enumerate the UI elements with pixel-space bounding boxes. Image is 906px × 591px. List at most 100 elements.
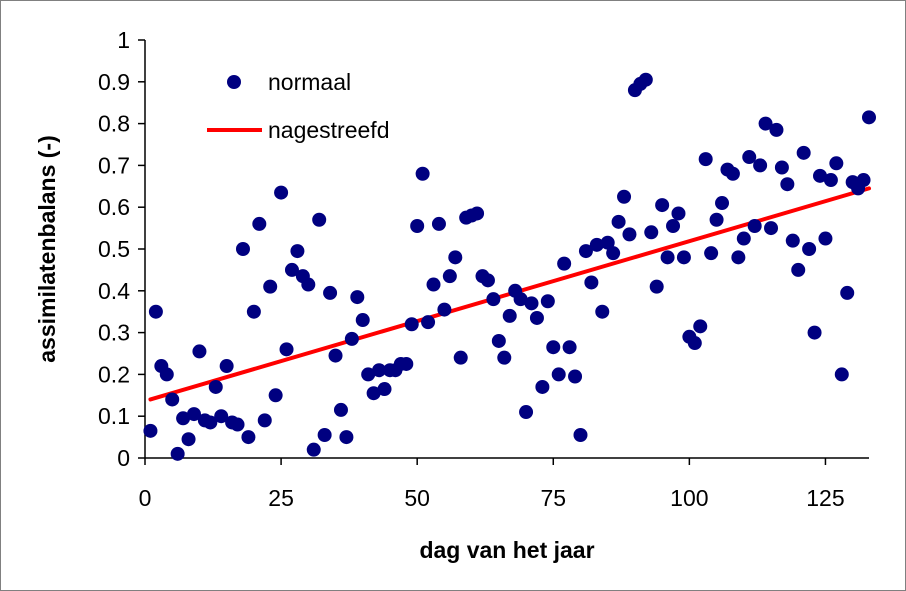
data-point: [834, 367, 849, 382]
data-point: [557, 256, 572, 271]
legend-label-nagestreefd: nagestreefd: [268, 117, 389, 143]
data-point: [426, 277, 441, 292]
data-point: [698, 152, 713, 167]
data-point: [595, 304, 610, 319]
data-point: [638, 72, 653, 87]
data-point: [600, 235, 615, 250]
data-point: [568, 369, 583, 384]
data-point: [421, 315, 436, 330]
data-point: [742, 150, 757, 165]
data-point: [437, 302, 452, 317]
data-point: [535, 379, 550, 394]
data-point: [431, 216, 446, 231]
data-point: [252, 216, 267, 231]
y-tick-label: 0.1: [98, 403, 130, 429]
data-point: [856, 173, 871, 188]
y-tick-label: 1: [117, 27, 130, 53]
data-point: [480, 273, 495, 288]
data-point: [551, 367, 566, 382]
data-point: [306, 442, 321, 457]
data-point: [617, 189, 632, 204]
data-point: [279, 342, 294, 357]
data-point: [491, 333, 506, 348]
y-tick-label: 0: [117, 445, 130, 471]
data-point: [448, 250, 463, 265]
data-point: [415, 166, 430, 181]
data-point: [796, 145, 811, 160]
data-point: [404, 317, 419, 332]
data-point: [655, 198, 670, 213]
data-point: [666, 219, 681, 234]
data-point: [208, 379, 223, 394]
data-point: [791, 262, 806, 277]
data-point: [731, 250, 746, 265]
data-point: [148, 304, 163, 319]
data-point: [584, 275, 599, 290]
data-point: [687, 336, 702, 351]
y-tick-label: 0.6: [98, 194, 130, 220]
data-point: [290, 244, 305, 259]
data-point: [323, 285, 338, 300]
data-point: [143, 423, 158, 438]
data-point: [377, 382, 392, 397]
x-tick-label: 25: [268, 485, 294, 511]
data-point: [176, 411, 191, 426]
y-tick-label: 0.9: [98, 69, 130, 95]
data-point: [317, 428, 332, 443]
data-point: [257, 413, 272, 428]
data-point: [562, 340, 577, 355]
x-tick-label: 0: [139, 485, 152, 511]
data-point: [355, 313, 370, 328]
data-point: [671, 206, 686, 221]
data-point: [589, 237, 604, 252]
data-point: [268, 388, 283, 403]
data-point: [747, 219, 762, 234]
data-point: [622, 227, 637, 242]
data-point: [235, 242, 250, 256]
x-tick-label: 75: [540, 485, 566, 511]
data-point: [785, 233, 800, 248]
x-axis-title: dag van het jaar: [419, 537, 594, 563]
data-point: [774, 160, 789, 175]
data-point: [230, 417, 245, 432]
data-point: [709, 212, 724, 227]
data-point: [649, 279, 664, 294]
data-point: [344, 331, 359, 346]
data-point: [339, 430, 354, 445]
y-tick-label: 0.2: [98, 361, 130, 387]
data-point: [350, 290, 365, 305]
x-tick-label: 125: [806, 485, 844, 511]
data-point: [753, 158, 768, 173]
data-point: [606, 246, 621, 261]
data-point: [813, 168, 828, 183]
legend-label-normaal: normaal: [268, 69, 351, 95]
x-tick-label: 50: [404, 485, 430, 511]
data-point: [578, 244, 593, 259]
x-axis-ticks: 0 25 50 75 100 125: [139, 458, 845, 511]
data-point: [410, 219, 425, 234]
data-point: [497, 350, 512, 365]
data-point: [301, 277, 316, 292]
data-point: [192, 344, 207, 359]
data-point: [333, 402, 348, 417]
y-tick-label: 0.5: [98, 236, 130, 262]
data-point: [704, 246, 719, 261]
y-tick-label: 0.4: [98, 278, 130, 304]
y-axis-title: assimilatenbalans (-): [34, 135, 60, 363]
data-point: [502, 308, 517, 323]
data-point: [829, 156, 844, 171]
data-point: [453, 350, 468, 365]
data-point: [203, 415, 218, 430]
data-point: [611, 214, 626, 229]
data-point: [399, 356, 414, 371]
data-point: [186, 407, 201, 422]
data-point: [807, 325, 822, 340]
data-point: [284, 262, 299, 277]
data-point: [780, 177, 795, 192]
data-point: [513, 292, 528, 307]
data-point: [366, 386, 381, 401]
data-point: [529, 310, 544, 325]
data-point: [170, 446, 185, 461]
data-point: [862, 110, 876, 125]
data-point: [486, 292, 501, 307]
